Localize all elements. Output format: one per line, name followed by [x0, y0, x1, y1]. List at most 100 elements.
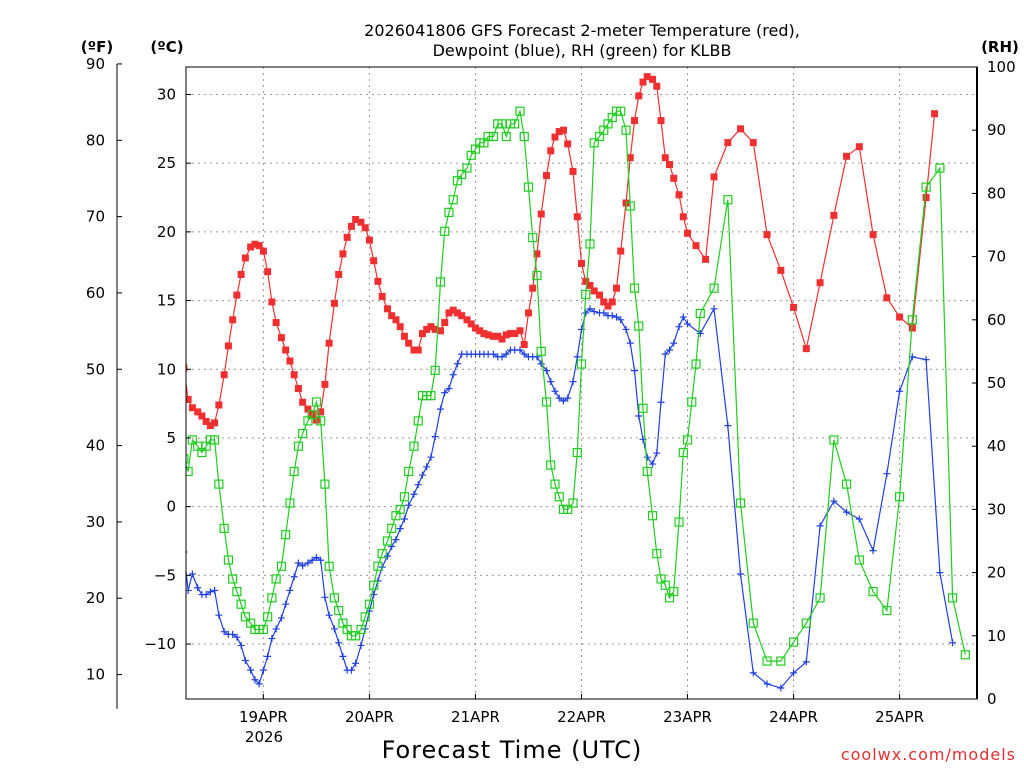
celsius-tick-label: 20 [157, 223, 176, 241]
temperature-point [241, 254, 249, 262]
dewpoint-point [883, 470, 891, 478]
rh-point [629, 283, 640, 293]
fahrenheit-tick-label: 20 [86, 589, 105, 607]
fahrenheit-tick-label: 30 [86, 513, 105, 531]
x-tick-label: 22APR [557, 708, 606, 726]
rh-point [829, 435, 839, 445]
rh-point [674, 517, 684, 527]
rh-point [585, 239, 595, 249]
dewpoint-point [392, 536, 400, 544]
temperature-point [502, 331, 510, 339]
temperature-point [883, 294, 891, 302]
dewpoint-point [186, 586, 192, 594]
temperature-point [233, 291, 241, 299]
temperature-point [600, 298, 608, 306]
dewpoint-point [679, 313, 687, 321]
rh-point [232, 586, 242, 597]
rh-tick-label: 10 [987, 627, 1006, 645]
rh-point [868, 586, 878, 597]
rh-tick-label: 0 [987, 690, 997, 708]
rh-point [187, 435, 197, 445]
temperature-point [431, 325, 439, 333]
rh-point [444, 207, 454, 217]
temperature-point [418, 330, 426, 338]
dewpoint-point [294, 559, 302, 567]
rh-point [510, 119, 520, 129]
dewpoint-point [431, 433, 439, 441]
dewpoint-point [194, 584, 202, 592]
dewpoint-point [724, 422, 732, 430]
temperature-point [370, 257, 378, 265]
temperature-point [220, 371, 228, 379]
dewpoint-point [321, 593, 329, 601]
dewpoint-point [489, 350, 497, 358]
rh-point [815, 593, 825, 603]
temperature-point [790, 303, 798, 311]
rh-point [329, 593, 340, 603]
temperature-point [361, 224, 369, 232]
temperature-point [237, 270, 245, 278]
dewpoint-point [347, 666, 355, 674]
rh-point [219, 523, 229, 533]
axes: 10 20 30 40 50 60 70 80 90 −10 −5 0 5 10 15 20 25 30 0 10 20… [86, 55, 1016, 726]
dewpoint-point [559, 397, 567, 405]
dewpoint-point [922, 356, 930, 364]
temperature-point [596, 291, 604, 299]
rh-point [298, 428, 308, 439]
dewpoint-point [215, 611, 223, 619]
dewpoint-point [247, 666, 255, 674]
dewpoint-point [555, 394, 563, 402]
dewpoint-point [383, 552, 391, 560]
rh-point [399, 492, 410, 502]
temperature-point [290, 371, 298, 379]
temperature-point [724, 139, 732, 147]
fahrenheit-tick-label: 90 [86, 55, 105, 73]
fahrenheit-tick-label: 60 [86, 284, 105, 302]
dewpoint-point [617, 316, 625, 324]
dewpoint-point [282, 600, 290, 608]
temperature-point [423, 325, 431, 333]
dewpoint-point [649, 460, 657, 468]
celsius-tick-label: −5 [154, 566, 176, 584]
dewpoint-point [666, 346, 674, 354]
temperature-point [643, 73, 651, 81]
rh-point [642, 466, 652, 477]
temperature-point [277, 334, 285, 342]
temperature-point [559, 126, 567, 134]
dewpoint-point [586, 305, 594, 313]
temperature-point [670, 174, 678, 182]
temperature-point [702, 255, 710, 263]
rh-point [841, 479, 852, 489]
temperature-point [410, 346, 418, 354]
temperature-point [335, 270, 343, 278]
grid-lines [186, 67, 977, 699]
temperature-point [352, 216, 360, 224]
dewpoint-point [449, 371, 457, 379]
rh-point [395, 504, 405, 514]
temperature-point [453, 309, 461, 317]
temperature-point [299, 398, 307, 406]
dewpoint-point [229, 630, 237, 638]
temperature-point [264, 268, 272, 276]
x-year-label: 2026 [245, 728, 283, 746]
rh-point [921, 182, 931, 192]
rh-tick-label: 30 [987, 500, 1006, 518]
rh-point [316, 416, 326, 426]
credit-link[interactable]: coolwx.com/models [841, 745, 1016, 764]
temperature-point [749, 139, 757, 147]
rh-point [462, 163, 472, 173]
temperature-point [374, 277, 382, 285]
dewpoint-point [661, 350, 669, 358]
temperature-point [484, 331, 492, 339]
dewpoint-point [790, 669, 798, 677]
temperature-point [378, 292, 386, 300]
x-axis-title: Forecast Time (UTC) [382, 736, 643, 764]
rh-point [748, 618, 758, 628]
temperature-point [569, 167, 577, 175]
temperature-point [896, 313, 904, 321]
dewpoint-point [612, 313, 620, 321]
rh-point [532, 270, 542, 281]
dewpoint-point [684, 320, 692, 328]
temperature-point [533, 250, 541, 258]
dewpoint-point [520, 350, 528, 358]
